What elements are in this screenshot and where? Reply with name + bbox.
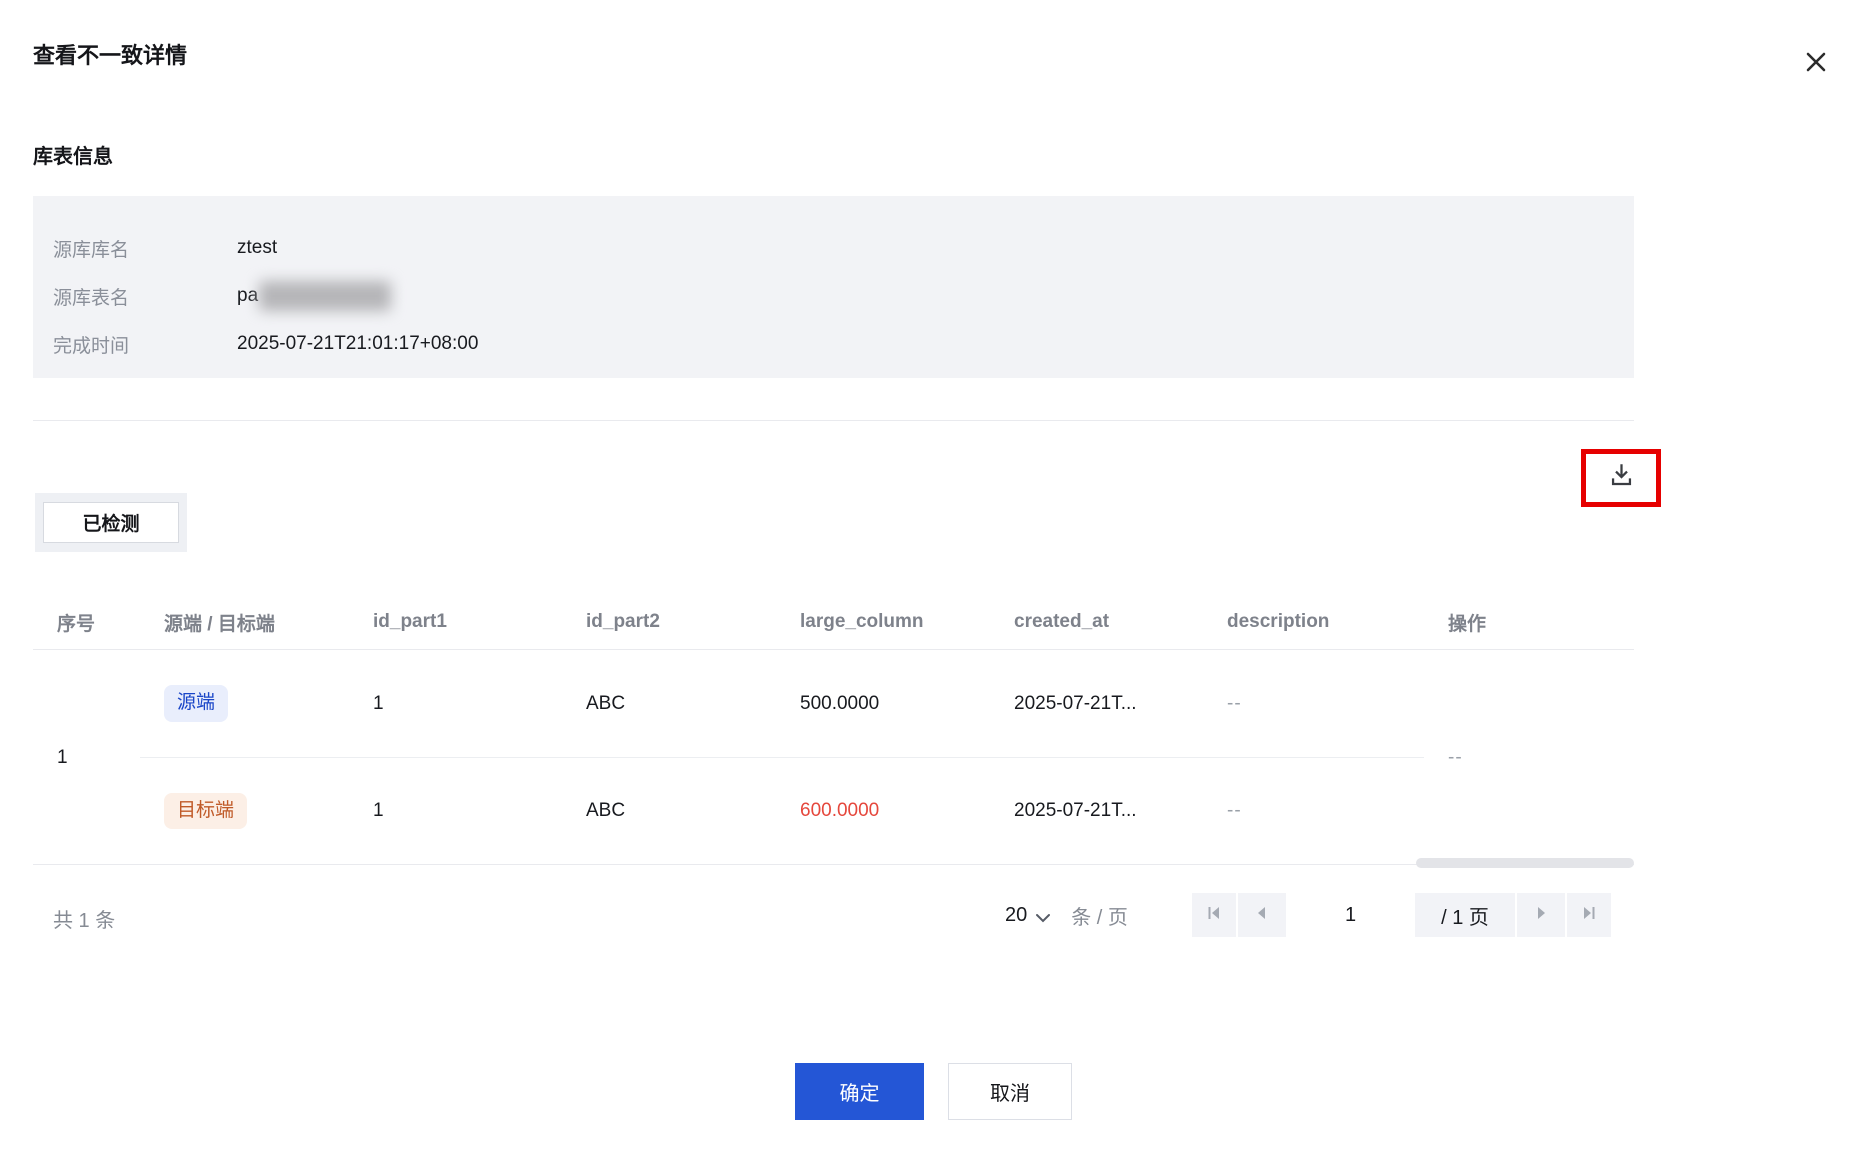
column-header-side: 源端 / 目标端 [164, 613, 275, 635]
page-title: 查看不一致详情 [33, 43, 188, 68]
info-label: 源库表名 [53, 287, 130, 309]
last-page-button[interactable] [1567, 893, 1611, 937]
description-column: -- -- [1203, 650, 1424, 865]
info-label: 源库库名 [53, 239, 130, 261]
info-section-heading: 库表信息 [33, 146, 113, 168]
page-number-input[interactable] [1288, 893, 1413, 937]
large-column-source: 500.0000 [800, 692, 880, 714]
side-cell-target: 目标端 [140, 757, 349, 865]
total-pages-label: / 1 页 [1415, 893, 1515, 937]
source-badge: 源端 [164, 685, 229, 722]
id-part2-target: ABC [586, 800, 626, 821]
info-value: 2025-07-21T21:01:17+08:00 [237, 333, 479, 354]
close-button[interactable] [1800, 48, 1832, 80]
info-row-source-table: 源库表名 pa [53, 272, 1634, 320]
next-page-button[interactable] [1517, 893, 1565, 937]
description-target: -- [1227, 800, 1242, 821]
sub-row-divider [140, 757, 1424, 758]
side-column: 源端 目标端 [140, 650, 349, 865]
id-part1-source: 1 [373, 692, 384, 714]
column-header-index: 序号 [57, 613, 96, 635]
id-part2-column: ABC ABC [562, 650, 776, 865]
operation-cell: -- [1448, 746, 1463, 768]
page-size-suffix: 条 / 页 [1071, 906, 1128, 929]
tab-detected[interactable]: 已检测 [43, 502, 179, 543]
diff-table: 序号 源端 / 目标端 id_part1 id_part2 large_colu… [33, 595, 1634, 865]
created-at-target: 2025-07-21T... [1014, 800, 1137, 821]
column-header-large-column: large_column [800, 611, 924, 632]
id-part2-source: ABC [586, 692, 626, 714]
annotation-highlight-box [1581, 449, 1661, 507]
download-button[interactable] [1601, 458, 1641, 498]
target-badge: 目标端 [164, 792, 248, 830]
prev-page-icon [1254, 905, 1270, 926]
table-info-panel: 源库库名 ztest 源库表名 pa 完成时间 2025-07-21T21:01… [33, 196, 1634, 378]
table-row: 1 源端 目标端 1 1 ABC ABC 500.0000 600.0000 [33, 650, 1634, 865]
info-value-text: pa [237, 285, 259, 306]
row-index: 1 [57, 746, 68, 768]
last-page-icon [1580, 904, 1598, 927]
created-at-column: 2025-07-21T... 2025-07-21T... [990, 650, 1203, 865]
redacted-blur-patch [259, 281, 392, 311]
column-header-id-part2: id_part2 [586, 611, 660, 632]
info-value: ztest [237, 237, 278, 258]
cancel-button[interactable]: 取消 [948, 1063, 1072, 1120]
horizontal-scrollbar[interactable] [1416, 858, 1634, 868]
section-divider [33, 420, 1634, 421]
id-part1-column: 1 1 [349, 650, 562, 865]
column-header-description: description [1227, 611, 1330, 632]
info-row-source-db: 源库库名 ztest [53, 224, 1634, 272]
table-header-row: 序号 源端 / 目标端 id_part1 id_part2 large_colu… [33, 595, 1634, 650]
pager: / 1 页 [1192, 893, 1611, 937]
large-column-column: 500.0000 600.0000 [776, 650, 990, 865]
info-row-finish-time: 完成时间 2025-07-21T21:01:17+08:00 [53, 320, 1634, 368]
first-page-button[interactable] [1192, 893, 1236, 937]
description-source: -- [1227, 692, 1242, 714]
filter-tabs: 已检测 [35, 493, 187, 552]
next-page-icon [1533, 905, 1549, 926]
page-size-select[interactable]: 20 条 / 页 [1005, 893, 1128, 937]
id-part1-target: 1 [373, 800, 384, 821]
info-label: 完成时间 [53, 335, 130, 357]
close-icon [1803, 49, 1829, 80]
column-header-id-part1: id_part1 [373, 611, 447, 632]
first-page-icon [1205, 904, 1223, 927]
download-icon [1608, 462, 1635, 494]
page-size-value: 20 [1005, 903, 1028, 926]
total-count: 共 1 条 [53, 910, 116, 932]
side-cell-source: 源端 [140, 650, 349, 757]
confirm-button[interactable]: 确定 [795, 1063, 924, 1120]
column-header-operation: 操作 [1448, 613, 1487, 635]
large-column-target-diff: 600.0000 [800, 800, 880, 821]
chevron-down-icon [1035, 906, 1051, 929]
created-at-source: 2025-07-21T... [1014, 692, 1137, 714]
column-header-created-at: created_at [1014, 611, 1110, 632]
info-value: pa [237, 281, 392, 311]
prev-page-button[interactable] [1238, 893, 1286, 937]
